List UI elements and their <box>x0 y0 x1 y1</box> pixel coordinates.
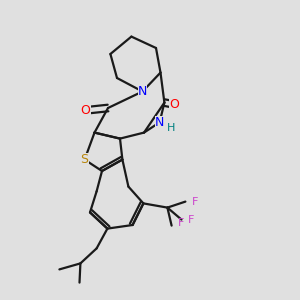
Text: F: F <box>188 214 194 225</box>
Text: O: O <box>81 104 90 117</box>
Text: F: F <box>178 218 184 228</box>
Text: N: N <box>155 116 164 129</box>
Text: N: N <box>138 85 147 98</box>
Text: H: H <box>167 123 175 134</box>
Text: S: S <box>81 153 88 166</box>
Text: F: F <box>191 196 198 207</box>
Text: O: O <box>169 98 179 111</box>
